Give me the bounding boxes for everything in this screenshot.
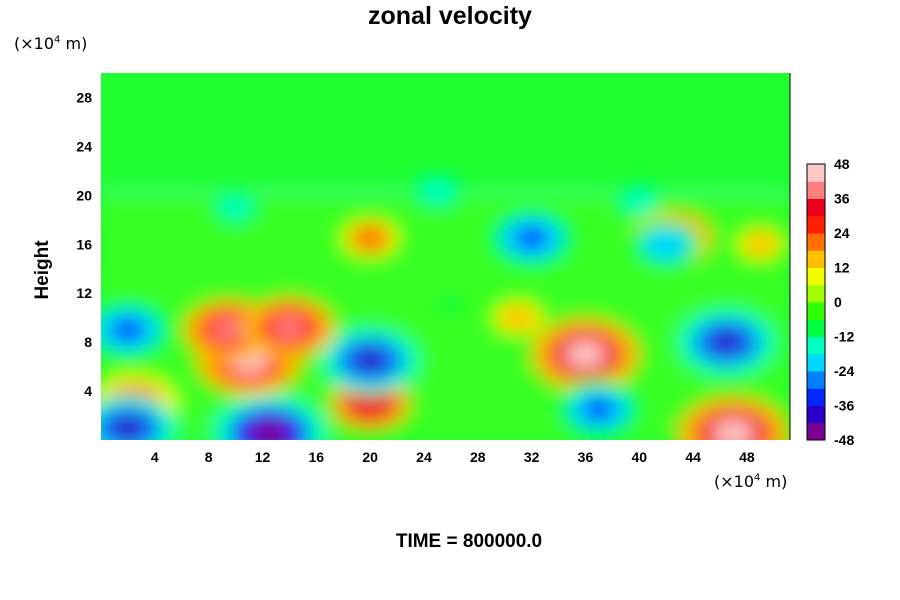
field-feature-21-level-1 xyxy=(621,188,658,214)
colorbar-swatch xyxy=(807,353,825,372)
y-tick-label: 16 xyxy=(76,236,92,252)
colorbar-swatch xyxy=(807,319,825,337)
field-feature-20-level-1 xyxy=(217,195,254,221)
y-tick-label: 28 xyxy=(76,89,92,105)
x-tick-label: 20 xyxy=(362,449,378,465)
field-feature-17-level-1 xyxy=(349,224,391,253)
velocity-field xyxy=(101,73,790,440)
colorbar-tick-label: -24 xyxy=(834,363,854,379)
x-tick-label: 44 xyxy=(685,449,701,465)
colorbar-swatch xyxy=(807,302,825,320)
x-axis-ticks: 4 8 12 16 20 24 28 32 36 40 44 48 xyxy=(151,449,755,465)
colorbar-tick-label: -48 xyxy=(834,432,854,448)
colorbar-swatch xyxy=(807,336,825,355)
x-tick-label: 32 xyxy=(524,449,540,465)
y-tick-label: 20 xyxy=(76,187,92,203)
field-feature-18-level-1 xyxy=(500,305,537,331)
colorbar-swatch xyxy=(807,422,825,441)
colorbar-tick-label: -12 xyxy=(834,329,854,345)
colorbar-swatch xyxy=(807,388,825,406)
field-feature-5-level-2 xyxy=(565,340,606,368)
colorbar-swatch xyxy=(807,284,825,303)
x-unit-label: (×104 m) xyxy=(714,472,788,491)
colorbar-ticks: 48 36 24 12 0 -12 -24 -36 -48 xyxy=(834,156,854,448)
field-feature-19-level-1 xyxy=(436,295,466,316)
field-feature-13-level-2 xyxy=(514,226,549,250)
colorbar-swatch xyxy=(807,371,825,389)
colorbar-tick-label: 48 xyxy=(834,156,850,172)
colorbar-swatch xyxy=(807,164,825,182)
field-feature-8-level-2 xyxy=(109,415,146,440)
field-feature-4-level-1 xyxy=(342,384,399,423)
colorbar-swatch xyxy=(807,405,825,424)
field-feature-12-level-2 xyxy=(111,318,145,342)
colorbar-frame xyxy=(806,163,826,441)
y-tick-label: 8 xyxy=(84,334,92,350)
x-tick-label: 36 xyxy=(578,449,594,465)
colorbar-swatch xyxy=(807,215,825,234)
field-feature-11-level-2 xyxy=(708,329,745,355)
colorbar-tick-label: 0 xyxy=(834,294,842,310)
colorbar-tick-label: -36 xyxy=(834,398,854,414)
field-feature-9-level-2 xyxy=(247,419,291,440)
y-axis-ticks: 4 8 12 16 20 24 28 xyxy=(76,89,92,399)
x-tick-label: 24 xyxy=(416,449,432,465)
colorbar-swatch xyxy=(807,198,825,217)
y-tick-label: 4 xyxy=(84,383,92,399)
y-unit-label: (×104 m) xyxy=(14,34,88,53)
field-feature-14-level-2 xyxy=(582,398,615,421)
colorbar xyxy=(806,163,826,441)
field-feature-6-level-2 xyxy=(712,419,755,440)
x-tick-label: 40 xyxy=(631,449,647,465)
x-tick-label: 28 xyxy=(470,449,486,465)
field-feature-22-level-1 xyxy=(418,178,457,205)
field-feature-1-level-2 xyxy=(212,318,246,342)
field-feature-10-level-2 xyxy=(352,348,389,373)
field-feature-2-level-2 xyxy=(272,316,307,339)
y-tick-label: 24 xyxy=(76,138,92,154)
chart-title: zonal velocity xyxy=(368,2,532,30)
colorbar-swatch xyxy=(807,250,825,268)
x-tick-label: 16 xyxy=(309,449,325,465)
x-tick-label: 4 xyxy=(151,449,159,465)
colorbar-tick-label: 36 xyxy=(834,191,850,207)
field-feature-15-level-1 xyxy=(641,227,691,261)
x-tick-label: 48 xyxy=(739,449,755,465)
x-tick-label: 12 xyxy=(255,449,271,465)
x-tick-label: 8 xyxy=(205,449,213,465)
colorbar-tick-label: 24 xyxy=(834,225,850,241)
colorbar-swatch xyxy=(807,233,825,251)
colorbar-tick-label: 12 xyxy=(834,260,850,276)
time-label: TIME = 800000.0 xyxy=(395,531,543,552)
colorbar-swatch xyxy=(807,181,825,199)
field-feature-16-level-1 xyxy=(743,232,778,256)
y-tick-label: 12 xyxy=(76,285,92,301)
colorbar-swatch xyxy=(807,267,825,286)
